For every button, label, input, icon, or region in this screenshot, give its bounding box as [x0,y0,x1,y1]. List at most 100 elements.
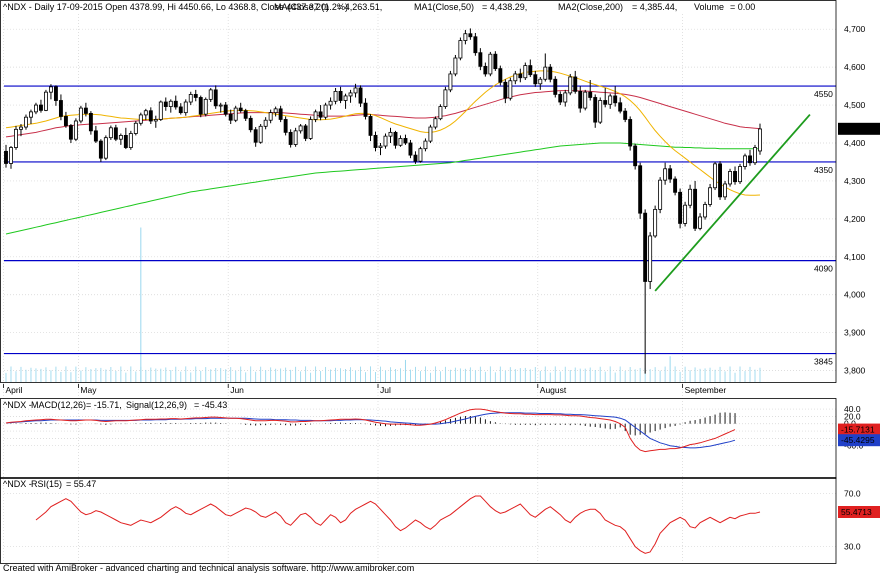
macd-tag-label: -15.7131 [841,425,875,435]
candle-body [363,102,368,117]
candle-body [488,53,493,75]
macd-line [5,408,736,453]
candle-body [328,100,333,106]
candle-body [493,53,498,70]
last-price-box [838,122,880,135]
candle-body [758,128,762,152]
macd-value-tag [838,423,880,436]
candle-body [288,131,293,145]
candle-body [438,106,443,120]
macd-header: ^NDX - MACD(12,26) = -15.71, Signal(12,2… [3,400,227,410]
candle-body [228,113,233,121]
level-label: 4090 [814,264,833,274]
price-tick-label: 3,900 [844,328,866,338]
candle-body [388,131,393,137]
candle-body [618,102,623,112]
month-label: April [6,385,23,395]
candle-body [163,101,168,107]
macd-prefix: ^NDX - [3,400,32,410]
candle-body [588,91,593,98]
candle-body [108,127,113,139]
signal-value: = -45.43 [194,400,227,410]
candle-body [548,66,553,80]
last-price-label: 4,437.37 [842,124,875,134]
candle-body [528,65,533,76]
macd-value: = -15.71, [86,400,122,410]
candle-body [29,111,33,118]
ma20-line [5,70,761,196]
candle-body [678,191,683,224]
level-label: 3845 [814,357,833,367]
rsi-tick-label: 30.0 [844,542,861,552]
candle-body [553,78,558,95]
price-grid [3,14,836,563]
candle-body [323,104,328,118]
candle-body [318,111,323,118]
symbol-info: ^NDX - Daily 17-09-2015 Open 4378.99, Hi… [3,2,348,12]
candle-body [498,68,503,83]
candle-body [148,110,153,122]
candle-body [623,110,628,120]
candle-body [4,150,8,164]
candle-body [443,89,448,107]
candle-body [138,114,143,124]
pane-border [0,0,837,383]
macd-grid [4,408,836,447]
candle-body [563,92,568,103]
candle-body [153,119,158,122]
candle-body [473,36,478,54]
month-label: May [80,385,97,395]
candle-body [638,165,643,214]
candle-body [378,145,383,148]
candle-body [48,86,53,93]
candles [4,28,762,374]
ma20-label: MA(Close,20) [274,2,329,12]
rsi-grid [4,492,836,548]
candle-body [39,104,43,111]
candle-body [538,78,543,85]
rsi-tag-label: 55.4713 [841,507,872,517]
candle-body [93,130,98,142]
candle-body [258,125,263,143]
candle-body [503,81,508,99]
candle-body [63,116,68,126]
candle-body [458,40,463,59]
price-tick-label: 4,100 [844,252,866,262]
footer-credit: Created with AmiBroker - advanced charti… [3,563,414,573]
candle-body [728,171,732,185]
candle-body [708,187,713,205]
volume-value: = 0.00 [730,2,755,12]
candle-body [418,148,423,162]
candle-body [14,128,18,148]
macd-lines [5,408,736,453]
candle-body [223,104,228,115]
candle-body [583,91,588,109]
candle-body [103,137,108,159]
candle-body [633,145,638,167]
macd-tick-label: 40.0 [844,404,861,414]
candle-body [753,147,757,164]
pane-border [0,477,837,564]
candle-body [483,65,488,75]
candle-body [428,126,433,142]
candle-body [383,135,388,147]
candle-body [178,106,183,114]
candle-body [448,73,453,91]
candle-body [543,66,548,80]
candle-body [568,76,573,94]
candle-body [478,52,483,67]
candle-body [58,100,63,117]
candle-body [658,179,663,210]
rsi-tick-label: 70.0 [844,488,861,498]
price-tick-label: 4,200 [844,214,866,224]
candle-body [578,90,583,109]
candle-body [433,118,438,128]
candle-body [263,119,268,127]
candle-body [698,216,703,229]
candle-body [513,73,518,82]
candle-body [88,112,93,132]
ma200-label: MA2(Close,200) [558,2,623,12]
price-tick-label: 4,500 [844,100,866,110]
price-tick-label: 3,800 [844,366,866,376]
moving-averages [5,70,761,235]
